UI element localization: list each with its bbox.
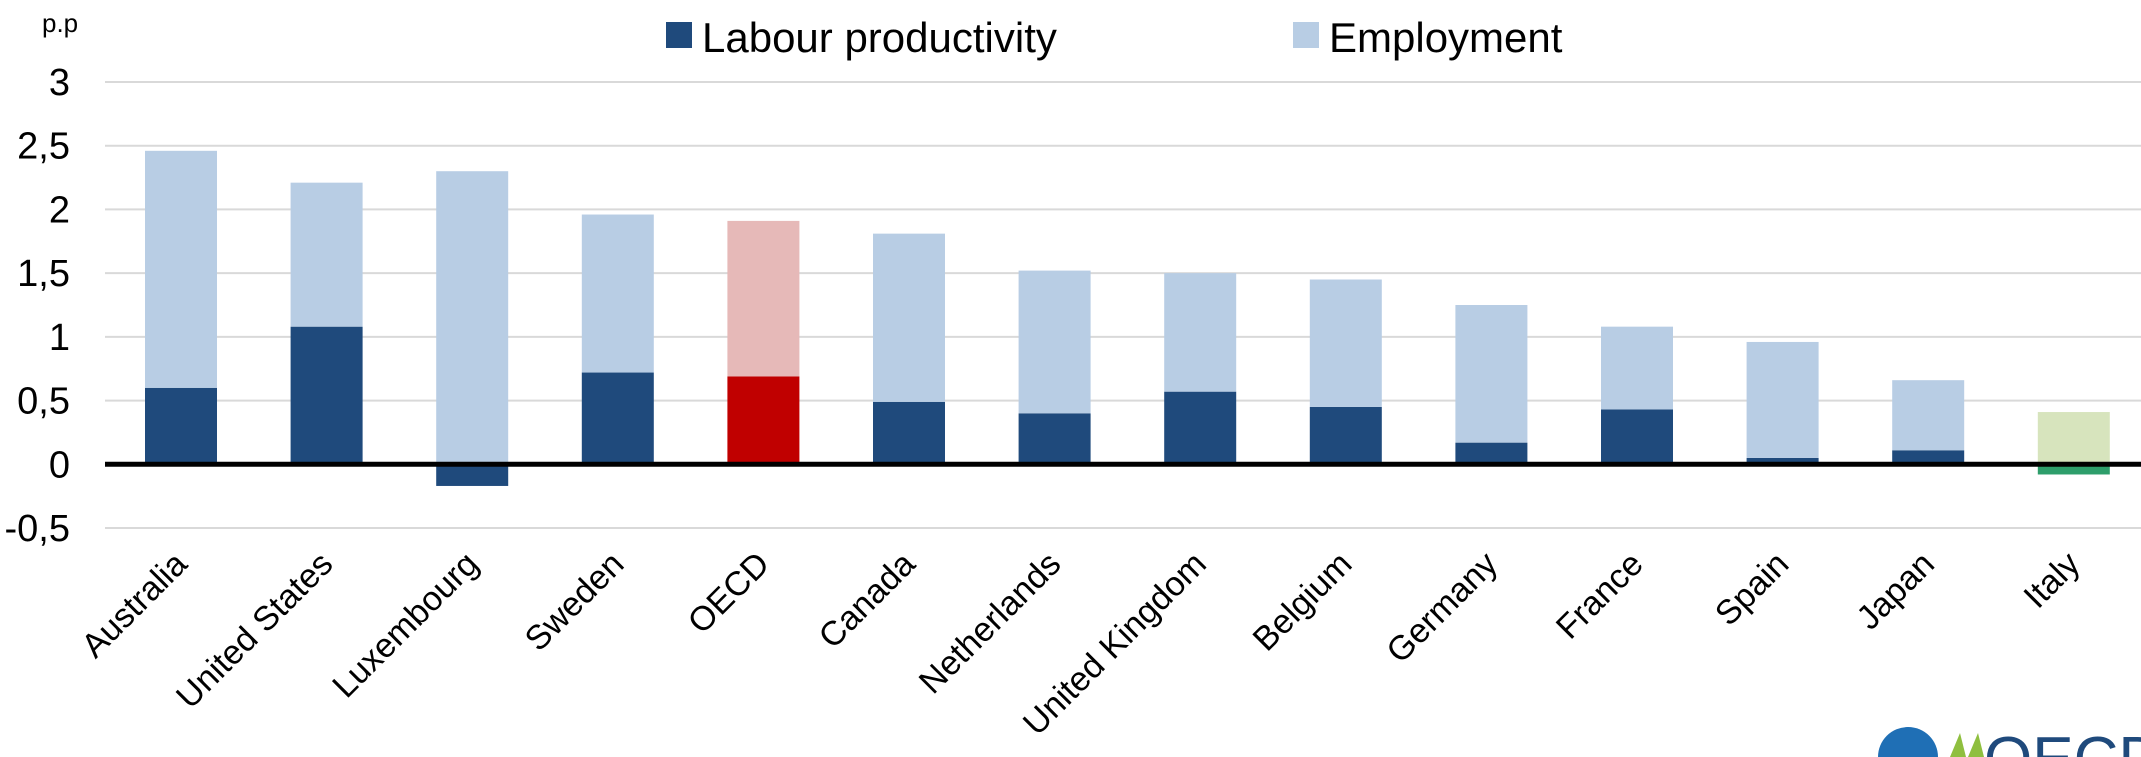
bar-labour-productivity [1455,442,1528,465]
bar-labour-productivity [1601,409,1673,465]
bar-employment [1018,270,1091,414]
x-category-label: Netherlands [912,545,1069,702]
bar-employment [727,220,800,377]
x-category-label: United States [169,545,340,716]
x-category-label: Luxembourg [325,545,486,706]
oecd-logo-text: OECD [1984,725,2141,757]
bar-labour-productivity [2037,464,2110,475]
bar-labour-productivity [1746,457,1819,465]
bar-employment [1892,380,1965,451]
legend-label-labour-productivity: Labour productivity [702,14,1057,61]
y-tick-label: 0,5 [17,381,70,423]
bar-employment [2037,412,2110,465]
x-category-label: Italy [2016,545,2087,616]
x-category-label: Germany [1379,545,1505,671]
y-tick-label: 0 [49,444,70,486]
y-axis-tick-labels: 3 2,5 2 1,5 1 0,5 0 -0,5 [5,62,70,550]
x-category-label: Canada [812,545,923,656]
bar-labour-productivity [1892,450,1965,465]
bar-employment [145,150,217,388]
oecd-logo: OECD [1878,725,2141,757]
y-axis-unit-label: p.p [42,8,78,38]
legend-swatch-labour-productivity [666,22,692,48]
oecd-logo-globe-icon [1878,727,1938,757]
bar-labour-productivity [873,401,945,465]
gridlines [105,81,2141,529]
bar-labour-productivity [436,464,509,486]
legend-swatch-employment [1293,22,1319,48]
bar-employment [436,171,509,465]
y-tick-label: -0,5 [5,508,70,550]
y-tick-label: 2 [49,189,70,231]
legend: Labour productivity Employment [666,14,1563,61]
bar-labour-productivity [727,376,800,465]
x-category-label: Spain [1708,545,1796,633]
bar-labour-productivity [1018,413,1091,465]
legend-label-employment: Employment [1329,14,1563,61]
x-category-label: France [1549,545,1651,647]
bar-employment [1746,341,1819,458]
bar-labour-productivity [581,372,654,465]
bar-labour-productivity [145,387,217,465]
x-category-label: Sweden [518,545,632,659]
bar-labour-productivity [290,326,363,465]
y-tick-label: 2,5 [17,126,70,168]
x-category-label: Japan [1849,545,1941,637]
bar-employment [1309,279,1382,407]
x-category-label: Australia [74,545,194,665]
bar-employment [873,233,945,402]
bar-employment [1601,326,1673,410]
bar-employment [1455,305,1528,443]
x-category-label: Belgium [1246,545,1360,659]
bar-labour-productivity [1309,406,1382,465]
bars [145,150,2110,486]
bar-employment [1164,273,1237,392]
bar-employment [581,214,654,373]
x-category-label: OECD [681,545,777,641]
oecd-logo-leaf-icon [1950,733,1984,757]
y-tick-label: 1,5 [17,253,70,295]
bar-employment [290,182,363,327]
y-tick-label: 1 [49,317,70,359]
bar-labour-productivity [1164,391,1237,465]
y-tick-label: 3 [49,62,70,104]
